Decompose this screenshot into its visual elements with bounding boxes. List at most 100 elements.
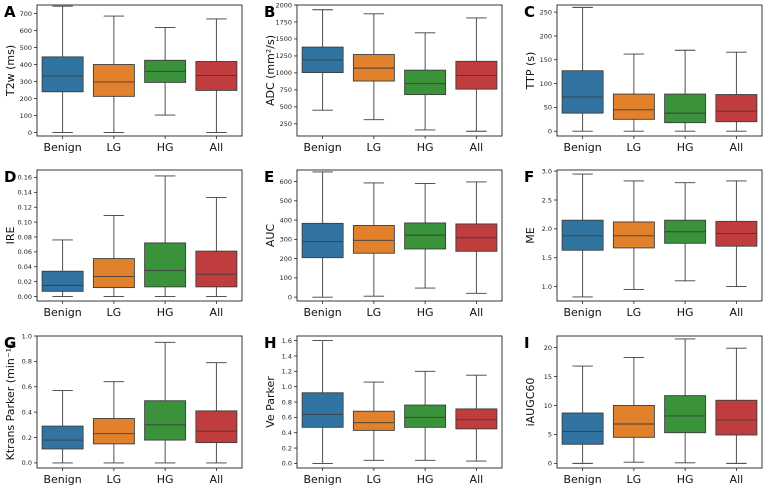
y-tick-label: 0 xyxy=(288,293,292,301)
y-tick-label: 2.5 xyxy=(542,196,552,204)
panel-letter: A xyxy=(4,3,16,21)
y-tick-label: 0.8 xyxy=(22,358,32,366)
y-tick-label: 400 xyxy=(280,216,292,224)
box-lg xyxy=(352,410,395,431)
y-tick-label: 500 xyxy=(20,44,32,52)
x-category-label: LG xyxy=(627,473,642,486)
y-tick-label: 0.4 xyxy=(22,408,32,416)
x-category-label: Benign xyxy=(43,306,81,319)
y-tick-label: 600 xyxy=(20,27,32,35)
y-axis-title: AUC xyxy=(264,224,277,248)
y-tick-label: 0.08 xyxy=(18,233,32,241)
y-axis-title: TTP (s) xyxy=(524,52,537,91)
y-tick-label: 750 xyxy=(280,86,292,94)
y-axis-title: Ktrans Parker (min⁻¹) xyxy=(4,344,17,461)
y-tick-label: 0.2 xyxy=(22,434,32,442)
y-tick-label: 2.0 xyxy=(542,225,552,233)
x-category-label: All xyxy=(210,306,224,319)
x-category-label: HG xyxy=(417,306,434,319)
plot-frame xyxy=(296,335,503,469)
box-benign xyxy=(301,392,344,428)
box-lg xyxy=(612,405,655,438)
y-tick-label: 0 xyxy=(28,129,32,137)
box-benign xyxy=(301,222,344,259)
y-tick-label: 0.00 xyxy=(18,293,32,301)
plot-frame xyxy=(556,4,763,137)
x-category-label: HG xyxy=(677,473,694,486)
y-axis-title: IRE xyxy=(4,227,17,245)
y-tick-label: 700 xyxy=(20,10,32,18)
x-category-label: LG xyxy=(107,473,122,486)
y-tick-label: 0.8 xyxy=(282,398,292,406)
y-axis-title: ADC (mm²/s) xyxy=(264,35,277,106)
x-category-label: HG xyxy=(157,306,174,319)
x-category-label: HG xyxy=(417,473,434,486)
box-benign xyxy=(41,56,84,93)
box-hg xyxy=(404,222,447,250)
y-tick-label: 1500 xyxy=(275,35,292,43)
plot-frame xyxy=(36,4,243,137)
box-lg xyxy=(612,221,655,249)
box-hg xyxy=(144,400,187,441)
y-tick-label: 1.0 xyxy=(542,283,552,291)
panel-letter: F xyxy=(524,168,534,186)
box-all xyxy=(195,410,238,444)
y-tick-label: 0 xyxy=(548,128,552,136)
panel-a: A T2w (ms) 0 100 200 300 400 500 600 700 Benign LG H… xyxy=(4,3,243,154)
y-tick-label: 0.14 xyxy=(18,189,32,197)
y-tick-label: 0.10 xyxy=(18,218,32,226)
y-tick-label: 250 xyxy=(280,120,292,128)
panel-letter: B xyxy=(264,3,275,21)
panel-d: D IRE 0.00 0.02 0.04 0.06 0.08 0.10 0.12 0.14 0.16… xyxy=(4,168,243,319)
panel-b: B ADC (mm²/s) 250 500 750 1000 1250 1500 1750 200… xyxy=(264,1,503,154)
y-tick-label: 3.0 xyxy=(542,167,552,175)
panel-letter: E xyxy=(264,168,274,186)
box-hg xyxy=(404,69,447,96)
x-category-label: All xyxy=(210,141,224,154)
y-tick-label: 50 xyxy=(544,104,552,112)
box-all xyxy=(715,94,758,123)
y-tick-label: 1750 xyxy=(275,18,292,26)
y-tick-label: 0.0 xyxy=(22,459,32,467)
x-category-label: HG xyxy=(677,306,694,319)
box-all xyxy=(455,408,498,430)
x-category-label: Benign xyxy=(303,141,341,154)
x-category-label: HG xyxy=(157,473,174,486)
y-tick-label: 150 xyxy=(540,56,552,64)
y-tick-label: 500 xyxy=(280,197,292,205)
y-axis-title: Ve Parker xyxy=(264,376,277,428)
panel-letter: G xyxy=(4,334,16,352)
y-tick-label: 0.02 xyxy=(18,278,32,286)
y-tick-label: 0.16 xyxy=(18,174,32,182)
y-tick-label: 5 xyxy=(548,431,552,439)
box-lg xyxy=(352,225,395,254)
y-tick-label: 0.04 xyxy=(18,263,32,271)
x-category-label: Benign xyxy=(563,141,601,154)
y-tick-label: 100 xyxy=(540,80,552,88)
x-category-label: Benign xyxy=(43,141,81,154)
y-tick-label: 400 xyxy=(20,61,32,69)
panel-letter: I xyxy=(524,334,530,352)
y-tick-label: 1250 xyxy=(275,52,292,60)
y-tick-label: 0.6 xyxy=(282,414,292,422)
x-category-label: LG xyxy=(107,306,122,319)
y-tick-label: 300 xyxy=(280,236,292,244)
x-category-label: LG xyxy=(107,141,122,154)
y-tick-label: 2000 xyxy=(275,1,292,9)
x-category-label: LG xyxy=(367,306,382,319)
box-hg xyxy=(664,395,707,434)
y-tick-label: 500 xyxy=(280,103,292,111)
x-category-label: All xyxy=(730,306,744,319)
y-tick-label: 200 xyxy=(280,255,292,263)
box-all xyxy=(195,250,238,288)
x-category-label: LG xyxy=(367,141,382,154)
x-category-label: HG xyxy=(157,141,174,154)
y-tick-label: 100 xyxy=(20,112,32,120)
x-category-label: All xyxy=(470,306,484,319)
y-tick-label: 0.6 xyxy=(22,383,32,391)
y-tick-label: 0.12 xyxy=(18,204,32,212)
y-tick-label: 300 xyxy=(20,78,32,86)
